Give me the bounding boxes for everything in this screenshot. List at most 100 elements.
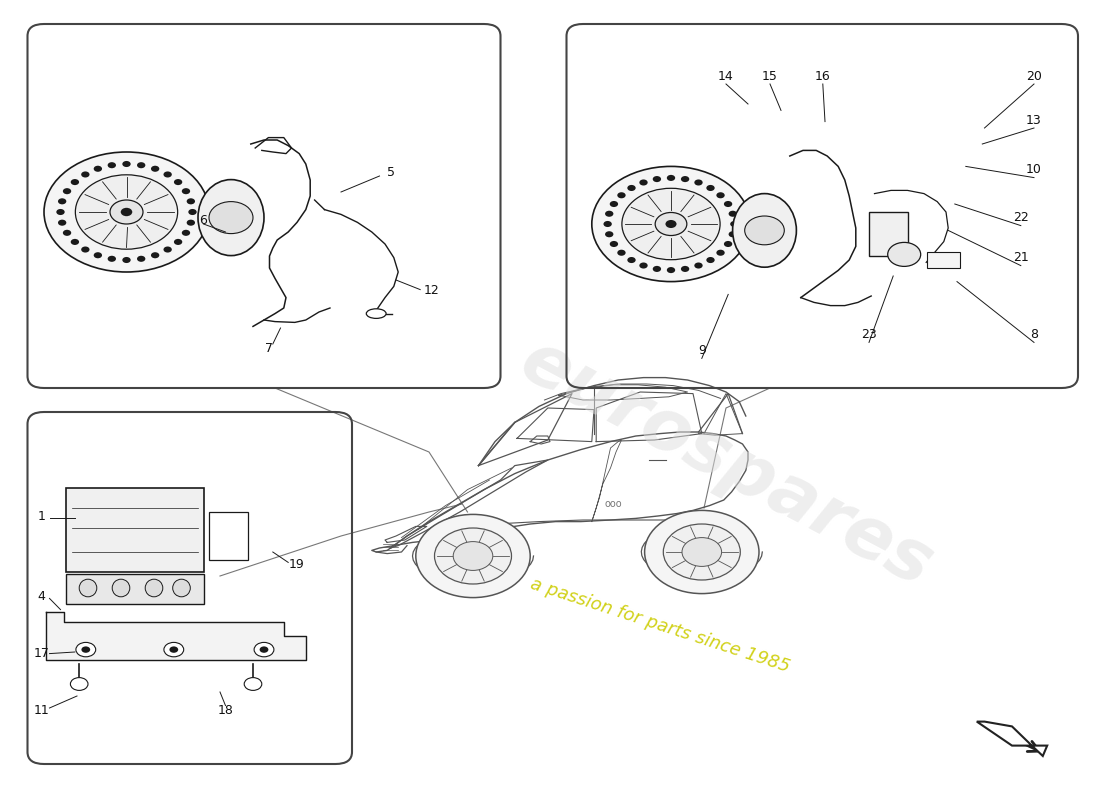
FancyBboxPatch shape — [66, 488, 204, 572]
Text: 12: 12 — [424, 284, 439, 297]
Circle shape — [254, 642, 274, 657]
Circle shape — [656, 213, 686, 235]
Circle shape — [174, 179, 183, 185]
Circle shape — [604, 221, 612, 227]
Circle shape — [667, 267, 675, 273]
Circle shape — [639, 179, 648, 186]
Text: 19: 19 — [289, 558, 305, 570]
Circle shape — [70, 678, 88, 690]
Circle shape — [169, 646, 178, 653]
Text: 16: 16 — [815, 70, 830, 82]
Text: 6: 6 — [199, 214, 208, 226]
Circle shape — [70, 239, 79, 245]
Circle shape — [706, 185, 715, 191]
Circle shape — [728, 231, 737, 238]
Circle shape — [605, 210, 614, 217]
Circle shape — [609, 241, 618, 247]
Text: 13: 13 — [1026, 114, 1042, 126]
Circle shape — [44, 152, 209, 272]
Circle shape — [592, 166, 750, 282]
Circle shape — [745, 216, 784, 245]
Circle shape — [174, 239, 183, 245]
Circle shape — [605, 231, 614, 238]
Circle shape — [81, 246, 89, 253]
Circle shape — [63, 188, 72, 194]
Circle shape — [416, 514, 530, 598]
Circle shape — [63, 230, 72, 236]
Ellipse shape — [79, 579, 97, 597]
Circle shape — [645, 510, 759, 594]
Circle shape — [652, 266, 661, 272]
Circle shape — [76, 642, 96, 657]
Circle shape — [728, 210, 737, 217]
Circle shape — [627, 257, 636, 263]
Circle shape — [122, 257, 131, 263]
Circle shape — [627, 185, 636, 191]
Text: 7: 7 — [265, 342, 274, 354]
Text: 20: 20 — [1026, 70, 1042, 82]
Circle shape — [56, 209, 65, 215]
Polygon shape — [977, 722, 1047, 756]
Circle shape — [81, 171, 89, 178]
Circle shape — [681, 176, 690, 182]
Ellipse shape — [173, 579, 190, 597]
Text: 11: 11 — [34, 704, 50, 717]
Text: 21: 21 — [1013, 251, 1028, 264]
FancyBboxPatch shape — [869, 212, 907, 256]
Text: 1: 1 — [37, 510, 46, 522]
Circle shape — [453, 542, 493, 570]
Circle shape — [187, 198, 195, 204]
Ellipse shape — [366, 309, 386, 318]
Circle shape — [138, 162, 145, 168]
Text: 18: 18 — [218, 704, 233, 717]
Circle shape — [716, 192, 725, 198]
FancyBboxPatch shape — [927, 252, 960, 268]
Circle shape — [694, 179, 703, 186]
Circle shape — [122, 161, 131, 167]
Circle shape — [187, 220, 195, 226]
Ellipse shape — [733, 194, 796, 267]
Circle shape — [730, 221, 738, 227]
Circle shape — [682, 538, 722, 566]
Text: 4: 4 — [37, 590, 46, 602]
Text: ooo: ooo — [605, 499, 623, 509]
Circle shape — [81, 646, 90, 653]
Circle shape — [108, 256, 115, 262]
Circle shape — [663, 524, 740, 580]
Circle shape — [706, 257, 715, 263]
Circle shape — [110, 200, 143, 224]
Circle shape — [138, 256, 145, 262]
Text: 23: 23 — [861, 328, 877, 341]
Circle shape — [94, 252, 102, 258]
Circle shape — [617, 192, 626, 198]
Circle shape — [652, 176, 661, 182]
Polygon shape — [46, 612, 306, 660]
Circle shape — [666, 220, 676, 228]
Circle shape — [151, 166, 160, 172]
Circle shape — [182, 188, 190, 194]
Circle shape — [434, 528, 512, 584]
Circle shape — [621, 188, 720, 260]
Ellipse shape — [198, 180, 264, 256]
FancyBboxPatch shape — [209, 512, 248, 560]
Circle shape — [260, 646, 268, 653]
Circle shape — [108, 162, 115, 168]
Text: 17: 17 — [34, 647, 50, 660]
Circle shape — [209, 202, 253, 234]
Ellipse shape — [145, 579, 163, 597]
Text: 9: 9 — [697, 344, 706, 357]
Text: eurospares: eurospares — [508, 326, 944, 602]
Circle shape — [58, 220, 66, 226]
Circle shape — [888, 242, 921, 266]
Circle shape — [724, 201, 733, 207]
Text: 10: 10 — [1026, 163, 1042, 176]
Circle shape — [164, 642, 184, 657]
Text: 22: 22 — [1013, 211, 1028, 224]
Circle shape — [94, 166, 102, 172]
Circle shape — [70, 179, 79, 185]
Ellipse shape — [112, 579, 130, 597]
Circle shape — [724, 241, 733, 247]
Text: 5: 5 — [386, 166, 395, 178]
Circle shape — [58, 198, 66, 204]
Circle shape — [188, 209, 197, 215]
